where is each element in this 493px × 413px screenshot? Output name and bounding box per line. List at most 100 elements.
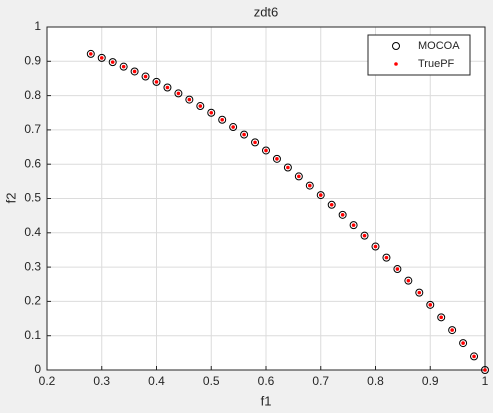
data-point: [373, 244, 378, 249]
data-point: [362, 233, 367, 238]
data-point: [382, 253, 391, 262]
x-tick-label: 0.2: [39, 374, 56, 388]
data-point: [196, 102, 205, 111]
legend-box: [367, 34, 471, 76]
data-point: [283, 163, 292, 172]
x-tick-label: 1: [482, 374, 489, 388]
data-point: [483, 368, 487, 372]
data-point: [187, 97, 192, 102]
data-point: [305, 181, 314, 190]
data-point: [185, 95, 194, 104]
y-tick-label: 1: [34, 19, 41, 33]
data-point: [481, 366, 489, 374]
data-point: [89, 52, 93, 56]
data-point: [130, 67, 139, 76]
data-point: [395, 267, 400, 271]
axes-box: [46, 26, 486, 371]
data-point: [470, 352, 479, 361]
data-point: [417, 290, 422, 295]
data-point: [404, 276, 413, 285]
data-point: [415, 288, 424, 297]
data-point: [240, 130, 249, 139]
y-tick-label: 0.9: [24, 53, 41, 67]
data-point: [198, 104, 203, 108]
legend-marker: [394, 62, 398, 66]
x-tick-label: 0.4: [148, 374, 165, 388]
data-point: [461, 341, 465, 345]
data-point: [218, 115, 227, 124]
x-tick-label: 0.3: [93, 374, 110, 388]
data-point: [141, 72, 150, 81]
data-point: [272, 154, 281, 163]
data-point: [286, 165, 290, 170]
legend-label: TruePF: [418, 58, 455, 70]
data-point: [349, 221, 358, 230]
data-point: [132, 69, 137, 74]
data-point: [275, 157, 279, 161]
legend-marker: [392, 42, 400, 50]
y-tick-label: 0.3: [24, 259, 41, 273]
y-tick-label: 0.8: [24, 88, 41, 102]
data-point: [154, 80, 159, 84]
data-point: [294, 172, 303, 181]
data-point: [450, 328, 454, 332]
x-tick-label: 0.8: [367, 374, 384, 388]
data-point: [297, 174, 301, 179]
data-point: [264, 148, 268, 153]
x-tick-label: 0.5: [203, 374, 220, 388]
data-point: [209, 110, 214, 115]
y-tick-label: 0: [34, 362, 41, 376]
data-point: [384, 255, 389, 260]
data-point: [99, 56, 104, 60]
x-tick-label: 0.9: [422, 374, 439, 388]
data-point: [472, 354, 476, 359]
data-point: [220, 117, 224, 122]
data-point: [393, 265, 402, 274]
data-point: [340, 213, 345, 217]
y-tick-label: 0.7: [24, 122, 41, 136]
y-tick-label: 0.4: [24, 225, 41, 239]
data-point: [437, 313, 446, 322]
data-point: [338, 210, 347, 219]
data-point: [174, 89, 183, 98]
data-point: [318, 193, 323, 197]
data-point: [229, 123, 238, 132]
chart-title: zdt6: [254, 4, 279, 19]
data-point: [152, 77, 161, 86]
y-tick-label: 0.2: [24, 294, 41, 308]
legend-label: MOCOA: [418, 40, 460, 52]
data-point: [207, 108, 216, 117]
y-tick-label: 0.1: [24, 328, 41, 342]
data-point: [253, 140, 257, 145]
data-point: [448, 326, 457, 335]
data-point: [327, 200, 336, 209]
y-tick-label: 0.6: [24, 156, 41, 170]
data-point: [176, 91, 181, 96]
data-point: [110, 60, 115, 64]
data-point: [163, 83, 172, 92]
data-point: [308, 183, 312, 188]
data-point: [86, 49, 95, 58]
data-point: [316, 191, 325, 200]
x-tick-label: 0.6: [258, 374, 275, 388]
data-point: [231, 125, 235, 129]
data-point: [371, 242, 380, 251]
data-point: [165, 85, 170, 90]
y-tick-label: 0.5: [24, 191, 41, 205]
x-axis-label: f1: [261, 393, 272, 408]
data-point: [459, 339, 468, 348]
data-point: [262, 146, 270, 155]
data-point: [242, 132, 246, 137]
data-point: [329, 203, 334, 207]
data-point: [439, 315, 444, 320]
data-point: [251, 138, 260, 147]
y-axis-label: f2: [3, 193, 18, 204]
data-point: [97, 53, 106, 62]
x-tick-label: 0.7: [312, 374, 329, 388]
data-point: [428, 303, 433, 307]
data-point: [119, 62, 128, 71]
data-point: [406, 278, 411, 283]
data-point: [108, 58, 117, 67]
data-point: [360, 231, 369, 240]
